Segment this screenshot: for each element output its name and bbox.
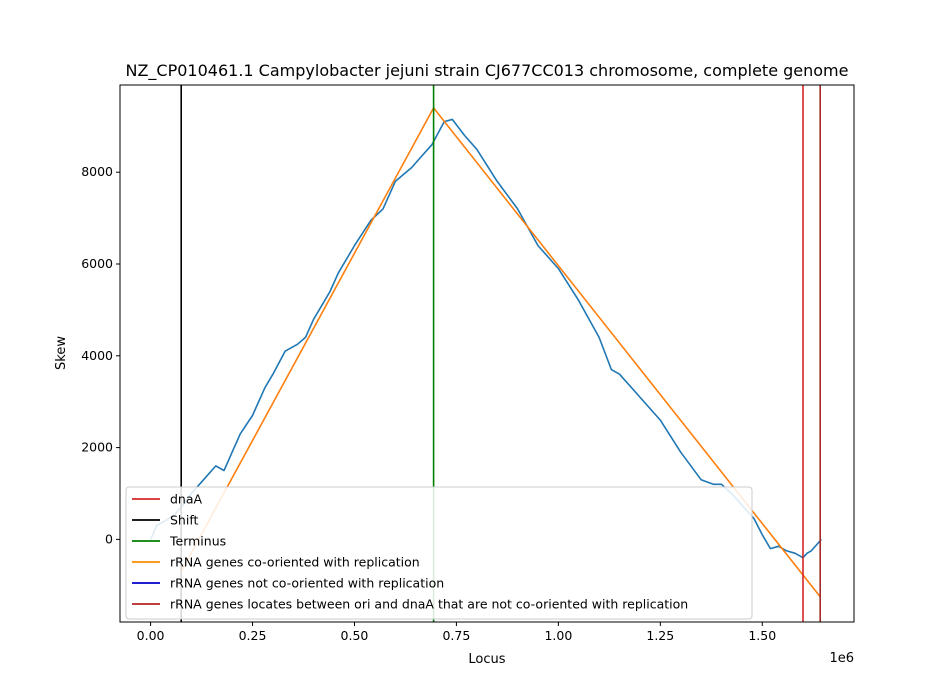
- x-tick-label: 1.00: [544, 628, 572, 643]
- y-axis-label: Skew: [54, 336, 69, 370]
- x-tick-label: 0.50: [341, 628, 369, 643]
- plot-area: [149, 85, 822, 622]
- legend-label: rRNA genes locates between ori and dnaA …: [170, 597, 688, 612]
- x-axis-ticks: 0.00 0.25 0.50 0.75 1.00 1.25 1.50: [137, 622, 776, 643]
- legend-label: dnaA: [170, 492, 203, 507]
- y-tick-label: 0: [105, 531, 113, 546]
- x-tick-label: 0.00: [137, 628, 165, 643]
- y-tick-label: 8000: [81, 164, 113, 179]
- x-tick-label: 1.50: [748, 628, 776, 643]
- legend-label: Terminus: [169, 534, 226, 549]
- plot-frame: [119, 84, 855, 623]
- x-axis-offset-text: 1e6: [829, 651, 854, 666]
- legend-box: [125, 486, 753, 620]
- x-tick-label: 0.75: [442, 628, 470, 643]
- legend-label: rRNA genes co-oriented with replication: [170, 555, 420, 570]
- chart-title: NZ_CP010461.1 Campylobacter jejuni strai…: [126, 61, 849, 81]
- legend-label: rRNA genes not co-oriented with replicat…: [170, 576, 444, 591]
- x-tick-label: 0.25: [239, 628, 267, 643]
- y-axis-ticks: 0 2000 4000 6000 8000: [81, 164, 120, 546]
- legend-label: Shift: [170, 513, 199, 528]
- x-axis-label: Locus: [468, 652, 505, 667]
- x-tick-label: 1.25: [646, 628, 674, 643]
- legend: dnaA Shift Terminus rRNA genes co-oriented …: [125, 486, 753, 620]
- y-tick-label: 4000: [81, 348, 113, 363]
- y-tick-label: 6000: [81, 256, 113, 271]
- y-tick-label: 2000: [81, 440, 113, 455]
